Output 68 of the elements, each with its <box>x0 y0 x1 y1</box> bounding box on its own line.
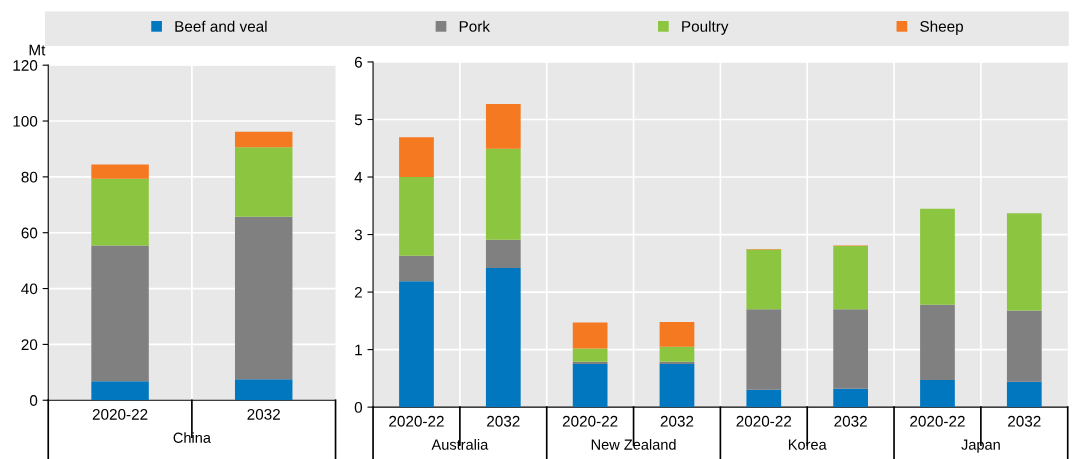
bar <box>399 281 434 408</box>
bar <box>746 389 782 408</box>
y-tick-label: 0 <box>29 395 38 406</box>
bar <box>234 216 293 380</box>
bar <box>1006 213 1042 311</box>
bar <box>234 131 293 148</box>
x-tick-label: 2032 <box>247 408 280 420</box>
y-tick-label: 5 <box>354 114 362 126</box>
bar <box>1006 310 1042 382</box>
bar <box>746 309 782 390</box>
text: New Zealand <box>591 439 676 450</box>
y-tick-label: 120 <box>13 60 38 71</box>
x-tick-label: 2032 <box>834 415 867 427</box>
bar <box>920 304 955 381</box>
x-tick-label: 2032 <box>1008 415 1041 427</box>
bar <box>234 147 293 217</box>
y-axis-title: Mt <box>29 44 46 56</box>
bar <box>399 177 434 256</box>
bar <box>659 346 695 362</box>
text: China <box>173 432 211 443</box>
bar <box>746 249 782 310</box>
y-tick-label: 2 <box>354 286 362 298</box>
bar <box>399 137 434 178</box>
x-tick-label: 2020-22 <box>389 415 444 427</box>
y-tick-label: 40 <box>21 283 38 295</box>
bar <box>833 246 868 310</box>
x-tick-label: 2020-22 <box>562 415 618 427</box>
x-tick-label: 2020-22 <box>92 408 148 420</box>
bar <box>91 381 149 401</box>
bar <box>485 103 521 149</box>
y-tick-label: 100 <box>13 115 38 127</box>
y-tick-label: 20 <box>21 339 38 351</box>
legend-label: Sheep <box>920 20 963 35</box>
x-tick-label: 2032 <box>487 415 520 427</box>
bar <box>920 208 955 305</box>
y-tick-label: 6 <box>354 56 362 68</box>
bar <box>485 239 521 268</box>
bar <box>91 164 149 179</box>
bar <box>234 379 293 401</box>
bar <box>572 363 608 408</box>
bar <box>572 322 608 349</box>
x-tick-label: 2020-22 <box>910 415 965 427</box>
bar <box>399 255 434 282</box>
y-tick-label: 60 <box>21 227 38 239</box>
legend-label: Poultry <box>682 20 729 35</box>
y-tick-label: 3 <box>354 229 362 241</box>
y-tick-label: 80 <box>21 171 38 183</box>
bar <box>572 348 608 362</box>
legend-label: Pork <box>459 20 490 32</box>
bar <box>485 148 521 240</box>
bar <box>833 388 868 408</box>
bar <box>1006 381 1042 408</box>
bar <box>920 380 955 408</box>
bar <box>485 267 521 408</box>
y-tick-label: 4 <box>354 172 363 183</box>
bar <box>833 309 868 389</box>
bar <box>659 363 695 408</box>
bar <box>91 178 149 246</box>
legend-label: Beef and veal <box>175 20 267 32</box>
x-tick-label: 2020-22 <box>736 415 792 427</box>
bar <box>659 321 695 347</box>
text: Korea <box>788 439 827 450</box>
bar <box>91 245 149 382</box>
text: Japan <box>961 439 1000 453</box>
text: Australia <box>431 439 489 450</box>
y-tick-label: 1 <box>355 344 362 356</box>
x-tick-label: 2032 <box>660 415 694 427</box>
y-tick-label: 0 <box>354 402 363 413</box>
